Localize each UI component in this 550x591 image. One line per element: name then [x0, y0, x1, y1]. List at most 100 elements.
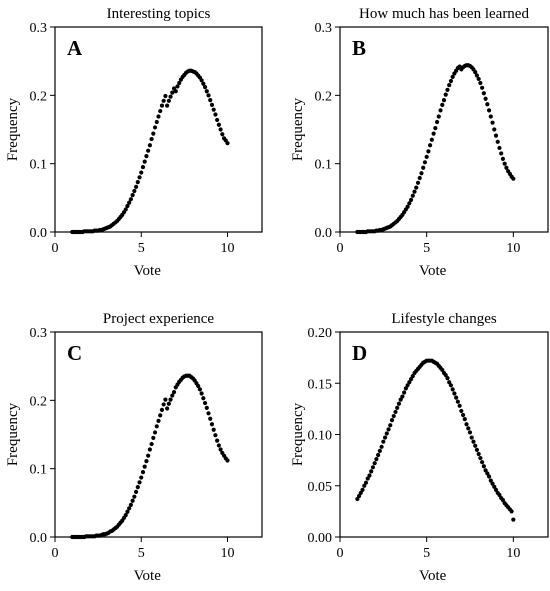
- data-point: [165, 103, 170, 108]
- data-point: [495, 139, 500, 144]
- data-point: [497, 492, 502, 498]
- data-point: [473, 443, 478, 448]
- data-point: [147, 447, 152, 452]
- data-point: [424, 154, 429, 159]
- panel-letter: D: [352, 341, 367, 365]
- data-point: [386, 427, 391, 432]
- data-point: [218, 447, 223, 452]
- data-point: [225, 141, 230, 146]
- data-point: [414, 185, 419, 190]
- data-point: [450, 74, 455, 79]
- data-point: [415, 180, 421, 185]
- data-point: [367, 473, 372, 478]
- data-point: [215, 117, 220, 123]
- data-point: [163, 397, 168, 402]
- data-point: [497, 145, 502, 151]
- data-point: [199, 391, 204, 396]
- data-point: [486, 108, 492, 113]
- data-point: [492, 127, 497, 132]
- data-point: [459, 408, 464, 414]
- data-point: [127, 200, 132, 205]
- panel-letter: B: [352, 36, 366, 60]
- data-point: [135, 485, 140, 490]
- data-point: [213, 433, 218, 438]
- data-point: [225, 458, 230, 463]
- chart-title: Lifestyle changes: [391, 311, 497, 327]
- data-point: [208, 416, 213, 421]
- data-point: [377, 448, 382, 453]
- data-point: [356, 493, 362, 499]
- data-point: [168, 397, 173, 402]
- y-tick-label: 0.15: [308, 377, 333, 392]
- data-point: [490, 481, 495, 486]
- data-point: [407, 201, 412, 206]
- y-tick-label: 0.2: [30, 394, 48, 409]
- data-point: [499, 151, 504, 156]
- data-point: [166, 98, 171, 103]
- data-point: [440, 102, 445, 107]
- chart-title: Interesting topics: [107, 6, 211, 22]
- data-point: [402, 390, 407, 395]
- data-point: [478, 455, 483, 461]
- data-point: [358, 490, 363, 496]
- y-tick-label: 0.3: [315, 21, 333, 36]
- data-point: [485, 102, 490, 107]
- data-point: [209, 422, 215, 427]
- x-tick-label: 0: [337, 241, 344, 256]
- data-point: [382, 435, 388, 440]
- data-point: [426, 149, 431, 154]
- data-point: [436, 114, 441, 119]
- data-point: [438, 108, 443, 113]
- data-point: [488, 478, 493, 483]
- data-point: [395, 405, 400, 410]
- data-point: [398, 397, 403, 402]
- data-point: [133, 184, 139, 189]
- data-point: [170, 90, 175, 95]
- y-tick-label: 0.0: [315, 226, 333, 241]
- data-point: [137, 480, 142, 485]
- data-point: [408, 377, 414, 382]
- data-point: [201, 81, 206, 86]
- data-point: [159, 103, 165, 108]
- data-point: [144, 154, 149, 159]
- data-point: [152, 125, 158, 130]
- data-point: [362, 483, 367, 488]
- x-tick-label: 5: [138, 241, 145, 256]
- data-point: [448, 78, 454, 84]
- x-tick-label: 10: [506, 241, 520, 256]
- chart-panel-b: How much has been learned B 0 5 10 0.0 0.1 0.2 0…: [290, 6, 549, 279]
- data-point: [460, 412, 466, 418]
- data-point: [407, 380, 412, 385]
- data-point: [161, 402, 166, 407]
- data-point: [452, 391, 457, 396]
- y-tick-label: 0.0: [30, 531, 48, 546]
- data-point: [152, 430, 158, 435]
- data-point: [151, 131, 156, 136]
- data-point: [202, 400, 208, 406]
- data-point: [156, 418, 161, 423]
- plot-frame: [54, 331, 263, 538]
- data-point: [405, 383, 410, 388]
- data-point: [211, 427, 216, 432]
- data-point: [483, 96, 488, 101]
- panel-letter: A: [67, 36, 83, 60]
- chart-title: How much has been learned: [359, 6, 529, 22]
- x-tick-label: 10: [221, 546, 235, 561]
- data-point: [140, 164, 146, 170]
- data-point: [502, 161, 507, 166]
- y-tick-label: 0.0: [30, 226, 48, 241]
- data-point: [445, 376, 450, 381]
- data-point: [132, 494, 137, 499]
- data-point: [142, 464, 147, 469]
- y-tick-label: 0.2: [30, 89, 48, 104]
- data-point: [139, 170, 144, 175]
- data-point: [455, 399, 460, 404]
- data-point: [473, 70, 478, 75]
- data-point: [448, 383, 454, 388]
- data-point: [130, 193, 135, 198]
- data-point: [474, 447, 480, 452]
- data-point: [467, 430, 473, 435]
- data-point: [166, 401, 171, 406]
- data-point: [400, 394, 405, 399]
- data-point: [363, 480, 369, 485]
